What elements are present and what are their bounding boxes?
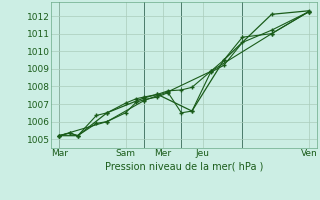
X-axis label: Pression niveau de la mer( hPa ): Pression niveau de la mer( hPa ) [105,161,263,171]
